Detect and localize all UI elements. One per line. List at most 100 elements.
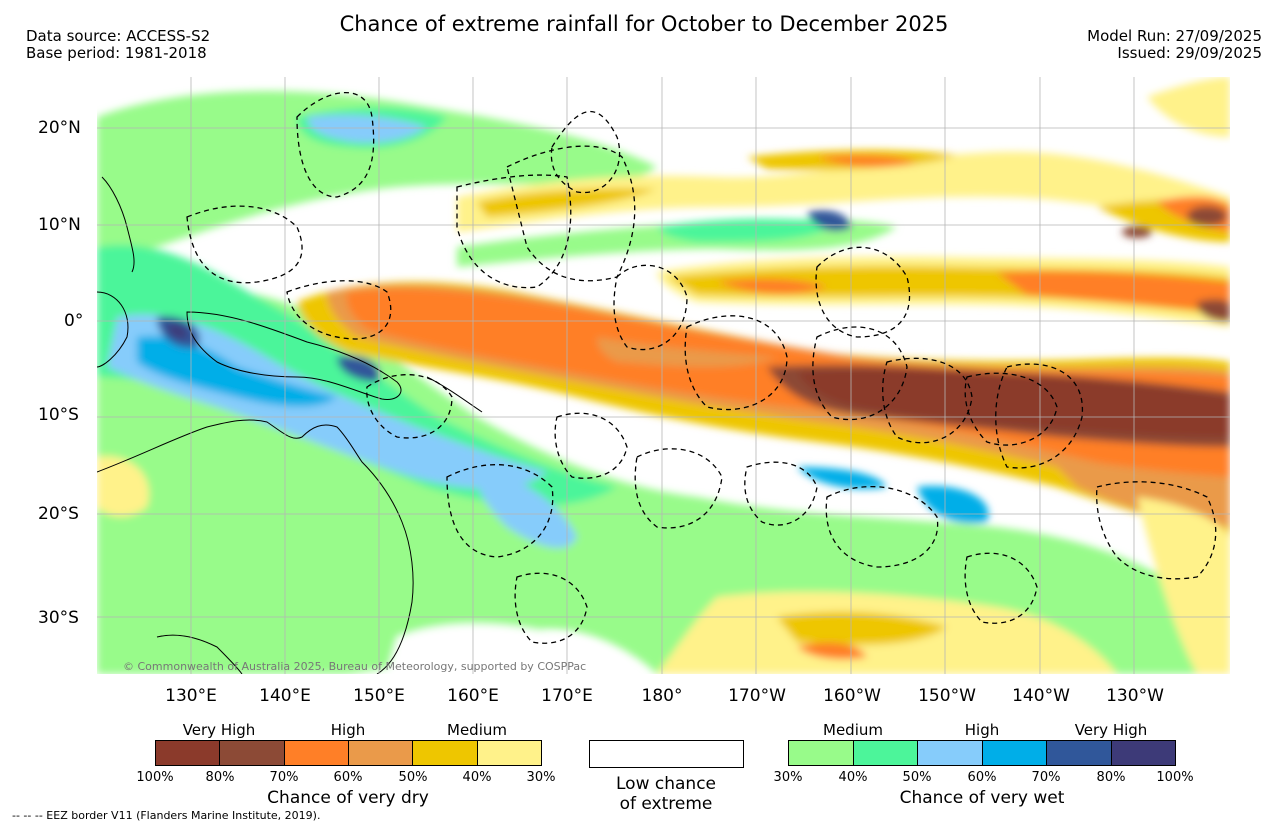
eez-border xyxy=(554,412,628,479)
legend-wet-swatch xyxy=(853,741,918,765)
legend-dry-swatch xyxy=(284,741,349,765)
new-zealand-coastline xyxy=(156,634,243,674)
legend-low-chance-box xyxy=(589,740,744,768)
lon-label: 160°W xyxy=(823,686,881,706)
legend-wet-swatch xyxy=(1111,741,1175,765)
philippines-coastline xyxy=(101,176,135,273)
dry-se-corner xyxy=(1137,497,1230,674)
wet-region-80 xyxy=(167,324,188,339)
lon-label: 140°W xyxy=(1012,686,1070,706)
legend-wet-swatch xyxy=(982,741,1047,765)
lon-label: 180° xyxy=(641,686,683,706)
dry-main-60b xyxy=(597,337,777,367)
wet-region-medium xyxy=(97,277,1230,674)
eez-border xyxy=(812,326,908,421)
header-left: Data source: ACCESS-S2 Base period: 1981… xyxy=(26,28,210,62)
eez-border xyxy=(684,315,788,411)
wet-region-60 xyxy=(137,336,337,407)
legend-dry-tick: 60% xyxy=(333,770,363,785)
legend-wet-category: Medium xyxy=(823,721,883,739)
issued-text: Issued: 29/09/2025 xyxy=(1117,44,1262,62)
eez-border xyxy=(825,485,939,568)
lat-label: 20°S xyxy=(38,504,79,524)
dry-south-50 xyxy=(777,611,947,645)
legend-wet-title: Chance of very wet xyxy=(899,788,1065,808)
data-source-text: Data source: ACCESS-S2 xyxy=(26,27,211,45)
legend-dry-swatch xyxy=(220,741,285,765)
legend-wet-tick: 40% xyxy=(838,770,868,785)
eez-border xyxy=(366,374,453,439)
dry-south-60 xyxy=(797,642,867,660)
map-title: Chance of extreme rainfall for October t… xyxy=(339,12,949,36)
legend-wet-colorbar xyxy=(788,740,1176,766)
wet-region-medium xyxy=(97,90,657,258)
base-period-text: Base period: 1981-2018 xyxy=(26,44,207,62)
dry-band-equator-60 xyxy=(717,278,827,294)
eez-border xyxy=(995,363,1083,469)
legend-dry-tick: 80% xyxy=(205,770,235,785)
legend-wet-swatch xyxy=(1047,741,1112,765)
eez-border xyxy=(882,357,973,444)
eez-note: -- -- -- EEZ border V11 (Flanders Marine… xyxy=(12,809,321,822)
legend-dry-swatch xyxy=(156,741,221,765)
solomons-coastline xyxy=(426,376,483,413)
legend-dry-tick: 30% xyxy=(526,770,556,785)
lat-label: 10°S xyxy=(38,405,79,425)
model-run-text: Model Run: 27/09/2025 xyxy=(1087,27,1262,45)
eez-border xyxy=(964,372,1058,446)
legend-dry-tick: 40% xyxy=(462,770,492,785)
copyright-notice: © Commonwealth of Australia 2025, Bureau… xyxy=(123,660,587,673)
legend-wet-tick: 100% xyxy=(1156,770,1194,785)
eez-border xyxy=(296,92,375,198)
legend-wet-tick: 80% xyxy=(1096,770,1126,785)
legend-wet-tick: 70% xyxy=(1031,770,1061,785)
legend-wet-swatch xyxy=(918,741,983,765)
eez-border xyxy=(446,464,554,558)
lon-label: 150°E xyxy=(353,686,405,706)
eez-border xyxy=(613,264,688,351)
eez-border xyxy=(634,448,723,529)
lon-label: 170°W xyxy=(728,686,786,706)
coastlines xyxy=(97,176,483,674)
dry-spot-very-high xyxy=(1197,299,1230,322)
lon-label: 170°E xyxy=(541,686,593,706)
legend-dry-tick: 50% xyxy=(398,770,428,785)
dry-band-equator-60 xyxy=(997,271,1230,312)
legend-dry-title: Chance of very dry xyxy=(267,788,429,808)
legend-low-chance-line2: of extreme xyxy=(619,794,713,814)
lat-label: 10°N xyxy=(38,215,81,235)
lon-label: 140°E xyxy=(259,686,311,706)
dry-band-north-60 xyxy=(817,154,917,167)
rainfall-map xyxy=(97,77,1230,674)
wet-region-50 xyxy=(307,114,427,143)
legend-dry-colorbar xyxy=(155,740,542,766)
lon-label: 130°W xyxy=(1106,686,1164,706)
eez-border xyxy=(744,461,818,526)
eez-border xyxy=(514,572,588,644)
graticule xyxy=(97,77,1230,674)
eez-border xyxy=(815,246,911,338)
dry-spot-very-high xyxy=(1187,206,1227,226)
wet-region-70 xyxy=(337,356,380,382)
australia-coastline xyxy=(97,419,414,674)
legend-wet-category: Very High xyxy=(1074,721,1148,739)
eez-border xyxy=(456,174,572,289)
lon-label: 160°E xyxy=(447,686,499,706)
dry-spot-very-high xyxy=(1122,226,1152,238)
legend-wet-tick: 50% xyxy=(902,770,932,785)
lat-label: 20°N xyxy=(38,118,81,138)
eez-border xyxy=(1096,481,1217,580)
legend-low-chance-label: Low chance of extreme xyxy=(566,774,766,814)
legend-wet-tick: 60% xyxy=(967,770,997,785)
eez-border xyxy=(506,145,636,282)
legend-dry-category: Very High xyxy=(182,721,256,739)
legend-wet-tick: 30% xyxy=(773,770,803,785)
legend-dry-swatch xyxy=(413,741,478,765)
legend-dry-category: High xyxy=(330,721,366,739)
dry-main-100 xyxy=(797,369,1230,437)
new-guinea-coastline xyxy=(186,311,402,401)
lon-label: 130°E xyxy=(165,686,217,706)
eez-border xyxy=(964,552,1038,624)
legend-dry-tick: 70% xyxy=(269,770,299,785)
legend-dry-tick: 100% xyxy=(136,770,174,785)
